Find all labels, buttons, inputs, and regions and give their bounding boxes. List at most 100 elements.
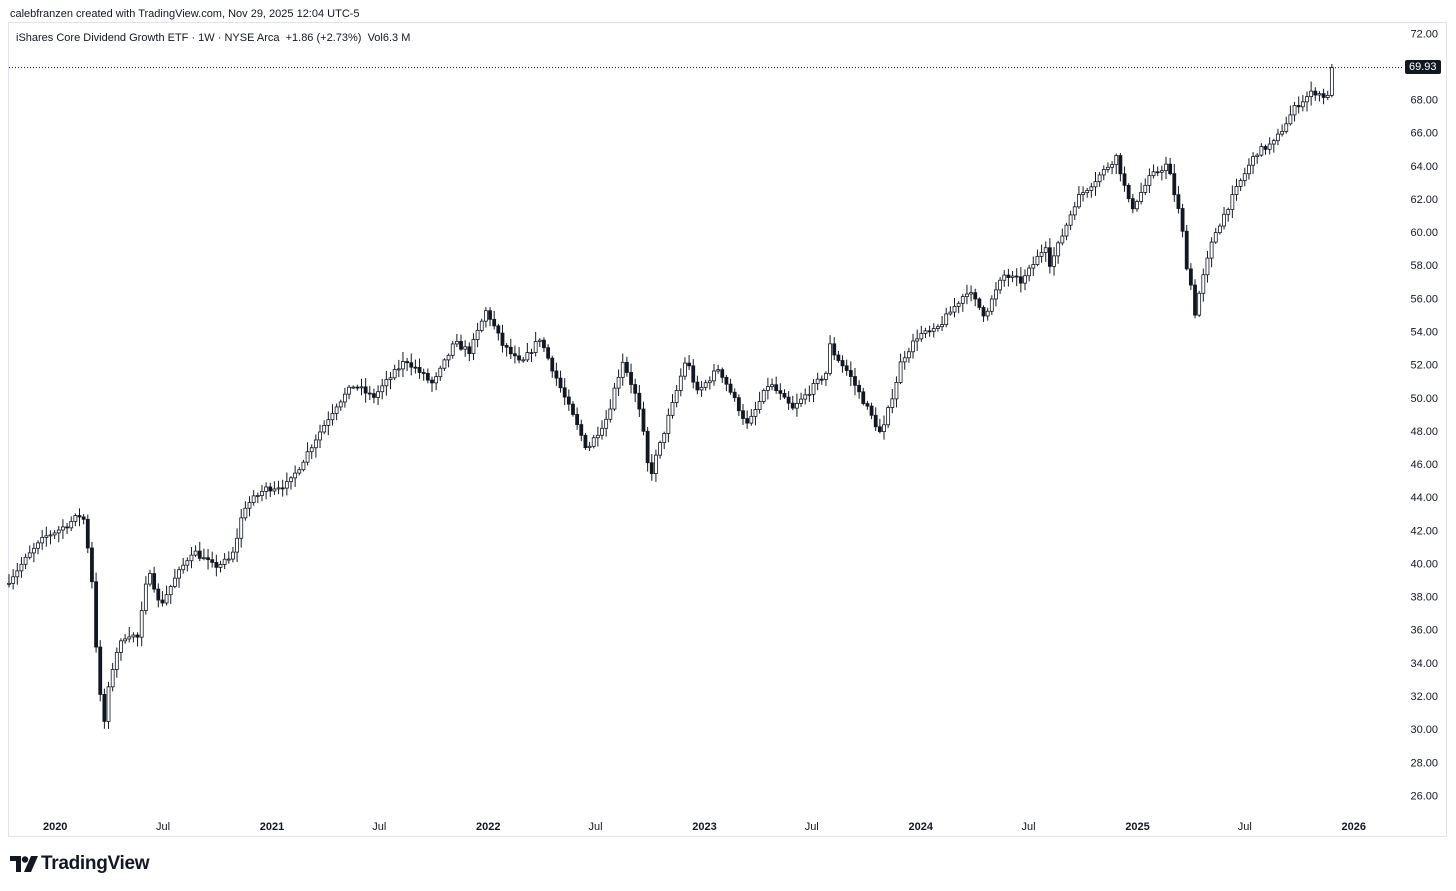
- candle: [69, 516, 74, 532]
- candle: [591, 435, 596, 449]
- candle: [127, 626, 132, 643]
- last-price-tag: 69.93: [1405, 59, 1441, 74]
- candle: [1085, 187, 1090, 198]
- candle: [529, 348, 534, 363]
- candle: [1135, 199, 1139, 212]
- candle: [683, 357, 687, 380]
- candle: [571, 401, 575, 417]
- candle: [7, 574, 11, 588]
- candle: [479, 318, 484, 333]
- candle: [604, 410, 609, 437]
- candle: [902, 351, 907, 370]
- candle: [454, 333, 459, 348]
- price-tick-label: 72.00: [1410, 28, 1438, 40]
- price-tick-label: 30.00: [1410, 724, 1438, 736]
- candle: [27, 545, 32, 560]
- candle: [1027, 264, 1032, 282]
- candle: [363, 378, 368, 403]
- time-tick-label: 2021: [260, 821, 284, 833]
- candle: [832, 337, 837, 361]
- candle: [757, 391, 762, 414]
- candle: [231, 546, 235, 563]
- candle: [965, 284, 969, 305]
- candle: [401, 351, 405, 378]
- candle: [1106, 162, 1110, 173]
- price-tick-label: 58.00: [1410, 260, 1438, 272]
- candle: [558, 370, 563, 393]
- candle: [707, 376, 712, 390]
- candle: [15, 562, 20, 585]
- candle: [36, 540, 40, 555]
- candle: [587, 441, 592, 451]
- candle: [1222, 207, 1226, 230]
- candle: [915, 329, 920, 351]
- candle: [782, 389, 787, 400]
- candle: [616, 369, 621, 397]
- candle: [840, 355, 845, 373]
- candle: [388, 372, 393, 390]
- candle: [1292, 101, 1297, 122]
- candle: [695, 375, 700, 395]
- candle: [1242, 167, 1247, 187]
- candle: [1309, 81, 1314, 106]
- candle: [197, 541, 202, 562]
- candle: [272, 481, 277, 496]
- candle: [1110, 161, 1114, 175]
- candle: [1168, 158, 1173, 176]
- candle: [322, 420, 327, 435]
- candle: [1052, 247, 1056, 276]
- candle: [139, 601, 144, 647]
- candle: [533, 331, 538, 357]
- candle: [857, 380, 862, 399]
- candle: [496, 323, 501, 341]
- candle: [500, 324, 505, 353]
- candle: [1267, 137, 1272, 155]
- candle: [1118, 152, 1123, 182]
- candle: [446, 353, 451, 368]
- candle: [214, 554, 219, 577]
- candle: [790, 395, 795, 411]
- candle: [413, 359, 418, 374]
- candle: [247, 496, 252, 517]
- candle: [483, 307, 488, 328]
- candle: [513, 345, 517, 364]
- candle: [861, 387, 866, 406]
- time-tick-label: 2023: [692, 821, 716, 833]
- candle: [94, 572, 98, 653]
- candle: [662, 431, 667, 450]
- candle: [803, 388, 808, 405]
- candle: [376, 385, 380, 406]
- price-tick-label: 28.00: [1410, 757, 1438, 769]
- candle: [1325, 90, 1330, 101]
- candle: [1329, 63, 1334, 98]
- candle: [786, 391, 791, 410]
- price-tick-label: 50.00: [1410, 393, 1438, 405]
- candle: [906, 347, 911, 363]
- price-tick-label: 48.00: [1410, 426, 1438, 438]
- candle: [649, 454, 654, 481]
- candle: [1201, 268, 1206, 302]
- candle: [235, 528, 239, 563]
- price-tick-label: 40.00: [1410, 558, 1438, 570]
- candle: [624, 356, 629, 377]
- candle: [31, 542, 36, 563]
- candle: [293, 465, 298, 487]
- tradingview-footer[interactable]: TradingView: [10, 853, 150, 875]
- candle: [226, 551, 231, 564]
- candle: [1097, 171, 1102, 187]
- time-tick-label: 2020: [43, 821, 67, 833]
- candle: [1101, 165, 1106, 181]
- candle: [56, 525, 61, 543]
- candle: [923, 327, 928, 338]
- candle: [417, 358, 422, 379]
- candle: [1193, 279, 1197, 319]
- candle: [309, 444, 314, 459]
- candle: [44, 526, 49, 547]
- candle: [1151, 164, 1156, 179]
- candle: [600, 420, 604, 440]
- candle: [463, 340, 468, 358]
- candle: [11, 569, 16, 590]
- candle: [745, 410, 750, 429]
- candle: [73, 513, 78, 527]
